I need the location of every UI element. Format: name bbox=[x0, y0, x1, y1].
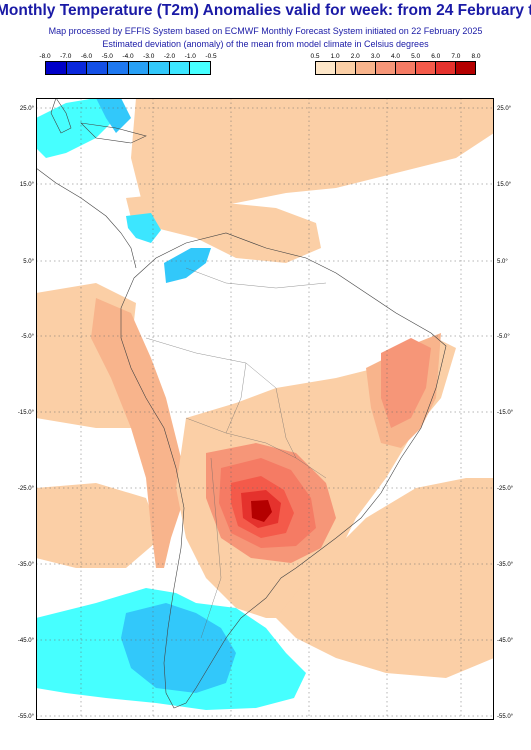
legend-label: -6.0 bbox=[80, 53, 93, 60]
legend-swatch bbox=[169, 62, 191, 74]
latitude-label: -5.0° bbox=[497, 334, 510, 340]
legend-label: 6.0 bbox=[431, 53, 441, 60]
legend-swatch bbox=[436, 62, 456, 74]
border-line bbox=[145, 337, 277, 389]
lat-lon-grid bbox=[36, 98, 494, 720]
latitude-label: -25.0° bbox=[497, 486, 514, 492]
legend-label: -2.0 bbox=[163, 53, 176, 60]
cuba-coastline bbox=[80, 122, 147, 144]
legend-warm-labels: 0.5 1.0 2.0 3.0 4.0 5.0 6.0 7.0 8.0 bbox=[310, 53, 480, 62]
warm-anomaly-caribbean bbox=[126, 193, 321, 263]
legend-label: 8.0 bbox=[471, 53, 481, 60]
latitude-label: -55.0° bbox=[497, 714, 514, 720]
map-subtitle-anomaly: Estimated deviation (anomaly) of the mea… bbox=[102, 39, 429, 49]
anomaly-map[interactable]: -85.0°-85.0°-75.0°-75.0°-65.0°-65.0°-55.… bbox=[36, 98, 494, 720]
legend-swatch bbox=[336, 62, 356, 74]
legend-label: 4.0 bbox=[390, 53, 401, 60]
latitude-label: 5.0° bbox=[23, 259, 34, 265]
legend-swatch bbox=[128, 62, 150, 74]
latitude-label: -55.0° bbox=[18, 714, 35, 720]
legend-swatch bbox=[190, 62, 210, 74]
legend-swatch bbox=[46, 62, 67, 74]
latitude-label: 25.0° bbox=[20, 106, 35, 112]
cold-anomaly-gulf-of-mexico bbox=[36, 98, 116, 158]
legend-swatch bbox=[456, 62, 475, 74]
legend-label: 1.0 bbox=[330, 53, 340, 60]
latitude-label: -5.0° bbox=[21, 334, 34, 340]
legend-label: -7.0 bbox=[60, 53, 72, 60]
latitude-label: 15.0° bbox=[497, 182, 512, 188]
legend-cold-colorbar bbox=[45, 61, 211, 75]
latitude-label: -45.0° bbox=[497, 638, 514, 644]
map-title: Monthly Temperature (T2m) Anomalies vali… bbox=[0, 2, 531, 19]
border-line bbox=[200, 457, 222, 639]
latitude-label: -45.0° bbox=[18, 638, 35, 644]
cold-anomaly-gulf-east bbox=[96, 98, 131, 133]
legend-label: -4.0 bbox=[122, 53, 134, 60]
latitude-label: -25.0° bbox=[18, 486, 35, 492]
legend-label: 0.5 bbox=[310, 53, 320, 60]
border-line bbox=[225, 362, 247, 434]
legend-label: -5.0 bbox=[101, 53, 113, 60]
latitude-label: 5.0° bbox=[497, 259, 508, 265]
warm-anomaly-south-atlantic bbox=[276, 478, 494, 678]
legend-cold-labels: -8.0 -7.0 -6.0 -5.0 -4.0 -3.0 -2.0 -1.0 … bbox=[39, 53, 216, 62]
map-frame bbox=[36, 98, 494, 720]
latitude-label: -15.0° bbox=[18, 410, 35, 416]
country-borders bbox=[145, 267, 327, 639]
legend-label: -8.0 bbox=[39, 53, 51, 60]
legend-swatch bbox=[396, 62, 416, 74]
map-subtitle-processing: Map processed by EFFIS System based on E… bbox=[48, 26, 483, 36]
legend-swatch bbox=[316, 62, 336, 74]
legend-swatch bbox=[66, 62, 88, 74]
legend-label: 3.0 bbox=[370, 53, 380, 60]
cold-anomaly-caribbean bbox=[126, 213, 161, 243]
legend-swatch bbox=[149, 62, 170, 74]
legend-swatch bbox=[107, 62, 129, 74]
legend-label: -0.5 bbox=[205, 53, 217, 60]
warm-anomaly-north-atlantic bbox=[131, 98, 494, 218]
warm-anomaly-ne-brazil bbox=[381, 338, 431, 428]
legend-label: 2.0 bbox=[350, 53, 360, 60]
border-line bbox=[275, 387, 297, 459]
legend-label: -3.0 bbox=[143, 53, 155, 60]
warm-anomaly-pacific-coast bbox=[91, 298, 186, 568]
cold-anomaly-patagonia bbox=[121, 603, 236, 693]
florida-coastline bbox=[50, 98, 72, 134]
legend-label: 7.0 bbox=[451, 53, 461, 60]
border-line bbox=[185, 417, 327, 479]
legend-swatch bbox=[356, 62, 376, 74]
legend-warm-colorbar bbox=[315, 61, 476, 75]
warm-anomaly-peak bbox=[251, 500, 272, 522]
latitude-label: -15.0° bbox=[497, 410, 514, 416]
central-america-coastline bbox=[36, 167, 137, 269]
cold-anomaly-venezuela bbox=[164, 248, 211, 283]
latitude-label: 15.0° bbox=[20, 182, 35, 188]
latitude-label: -35.0° bbox=[497, 562, 514, 568]
latitude-label: -35.0° bbox=[18, 562, 35, 568]
legend-label: 5.0 bbox=[411, 53, 421, 60]
warm-anomaly-south-pacific bbox=[36, 483, 161, 568]
legend-swatch bbox=[376, 62, 396, 74]
border-line bbox=[185, 267, 327, 289]
legend-label: -1.0 bbox=[184, 53, 196, 60]
legend-swatch bbox=[416, 62, 436, 74]
legend-swatch bbox=[87, 62, 108, 74]
latitude-label: 25.0° bbox=[497, 106, 512, 112]
anomaly-fields bbox=[36, 98, 494, 710]
